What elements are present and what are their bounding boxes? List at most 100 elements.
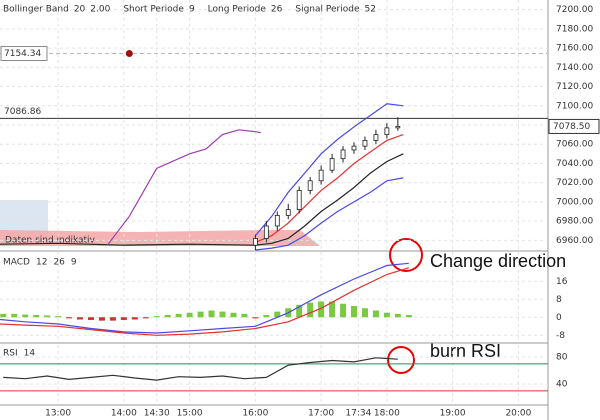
legend-param: 20 bbox=[74, 5, 86, 15]
histogram-bar bbox=[372, 310, 379, 318]
histogram-bar bbox=[44, 315, 51, 318]
param: 12 bbox=[36, 258, 47, 268]
candle-body bbox=[373, 134, 379, 141]
y-tick-label: 7200.00 bbox=[556, 5, 593, 15]
candle-body bbox=[318, 169, 324, 182]
candle-body bbox=[362, 139, 368, 147]
highlight-circle bbox=[387, 346, 415, 374]
x-tick-label: 13:00 bbox=[45, 409, 71, 419]
candle-body bbox=[329, 158, 335, 171]
histogram-bar bbox=[329, 301, 336, 318]
y-tick-label: 7000.00 bbox=[556, 197, 593, 207]
candle-body bbox=[340, 149, 346, 160]
candle-body bbox=[395, 126, 401, 129]
legend-param: 9 bbox=[189, 5, 195, 15]
histogram-bar bbox=[197, 311, 204, 318]
legend-param: 26 bbox=[271, 5, 283, 15]
series-line bbox=[255, 177, 404, 251]
legend-name: Short Periode bbox=[123, 5, 184, 15]
highlight-circle bbox=[389, 238, 423, 272]
histogram-bar bbox=[383, 312, 390, 318]
y-tick-label: -8 bbox=[556, 331, 565, 341]
y-tick-label: 7040.00 bbox=[556, 159, 593, 169]
x-tick-label: 16:00 bbox=[242, 409, 268, 419]
series-line bbox=[3, 357, 398, 381]
candle-body bbox=[296, 189, 302, 211]
param: 26 bbox=[53, 258, 65, 268]
histogram-bar bbox=[307, 302, 314, 318]
x-tick-label: 18:00 bbox=[374, 409, 400, 419]
y-tick-label: 40 bbox=[556, 380, 568, 390]
param: 14 bbox=[24, 349, 36, 359]
histogram-bar bbox=[361, 308, 368, 318]
histogram-bar bbox=[230, 312, 237, 318]
candle-body bbox=[307, 180, 313, 191]
histogram-bar bbox=[22, 314, 29, 318]
histogram-bar bbox=[405, 315, 412, 318]
series-line bbox=[0, 242, 256, 246]
last-price-box bbox=[548, 118, 600, 134]
annotation: Change direction bbox=[430, 251, 566, 271]
price-label: 7154.34 bbox=[4, 49, 41, 59]
histogram-bar bbox=[263, 315, 270, 318]
histogram-bar bbox=[241, 313, 248, 318]
candle-body bbox=[384, 127, 390, 136]
y-tick-label: 6980.00 bbox=[556, 217, 593, 227]
candle-body bbox=[351, 145, 357, 151]
histogram-bar bbox=[340, 303, 347, 318]
histogram-bar bbox=[11, 313, 18, 318]
marker bbox=[125, 50, 133, 58]
histogram-bar bbox=[219, 311, 226, 318]
x-tick-label: 15:00 bbox=[177, 409, 203, 419]
x-tick-label: 14:30 bbox=[144, 409, 170, 419]
series-line bbox=[255, 153, 404, 246]
legend-name: Signal Periode bbox=[295, 5, 360, 15]
candle-body bbox=[274, 214, 280, 227]
histogram-bar bbox=[208, 310, 215, 318]
y-tick-label: 6960.00 bbox=[556, 236, 593, 246]
candle-body bbox=[263, 225, 269, 239]
y-tick-label: 80 bbox=[556, 353, 568, 363]
legend-name: Long Periode bbox=[208, 5, 267, 15]
label-box bbox=[0, 46, 48, 62]
histogram-bar bbox=[66, 317, 73, 319]
rsi-title: RSI bbox=[3, 349, 18, 359]
candle-body bbox=[285, 209, 291, 216]
series-line bbox=[0, 267, 409, 336]
histogram-bar bbox=[186, 312, 193, 318]
histogram-bar bbox=[55, 316, 62, 318]
series-line bbox=[255, 134, 404, 243]
histogram-bar bbox=[175, 313, 182, 318]
y-tick-label: 8 bbox=[556, 295, 562, 305]
x-tick-label: 20:00 bbox=[505, 409, 531, 419]
histogram-bar bbox=[131, 317, 138, 320]
histogram-bar bbox=[142, 317, 149, 319]
histogram-bar bbox=[274, 311, 281, 318]
series-line bbox=[106, 129, 261, 246]
histogram-bar bbox=[87, 317, 94, 320]
histogram-bar bbox=[164, 315, 171, 318]
histogram-bar bbox=[394, 313, 401, 318]
histogram-bar bbox=[0, 313, 7, 318]
legend-param: 2.00 bbox=[90, 5, 110, 15]
histogram-bar bbox=[296, 304, 303, 318]
x-tick-label: 19:00 bbox=[440, 409, 466, 419]
y-tick-label: 7100.00 bbox=[556, 101, 593, 111]
y-tick-label: 7060.00 bbox=[556, 140, 593, 150]
histogram-bar bbox=[252, 317, 259, 319]
x-tick-label: 17:00 bbox=[308, 409, 334, 419]
histogram-bar bbox=[153, 316, 160, 318]
histogram-bar bbox=[351, 306, 358, 318]
histogram-bar bbox=[109, 317, 116, 321]
histogram-bar bbox=[33, 315, 40, 318]
indicative-area bbox=[0, 230, 320, 246]
annotation: burn RSI bbox=[430, 341, 501, 361]
y-tick-label: 7020.00 bbox=[556, 178, 593, 188]
series-line bbox=[254, 103, 404, 236]
histogram-bar bbox=[318, 301, 325, 318]
histogram-bar bbox=[77, 317, 84, 320]
x-tick-label: 17:34 bbox=[345, 409, 371, 419]
y-tick-label: 7120.00 bbox=[556, 82, 593, 92]
macd-title: MACD bbox=[3, 258, 30, 268]
